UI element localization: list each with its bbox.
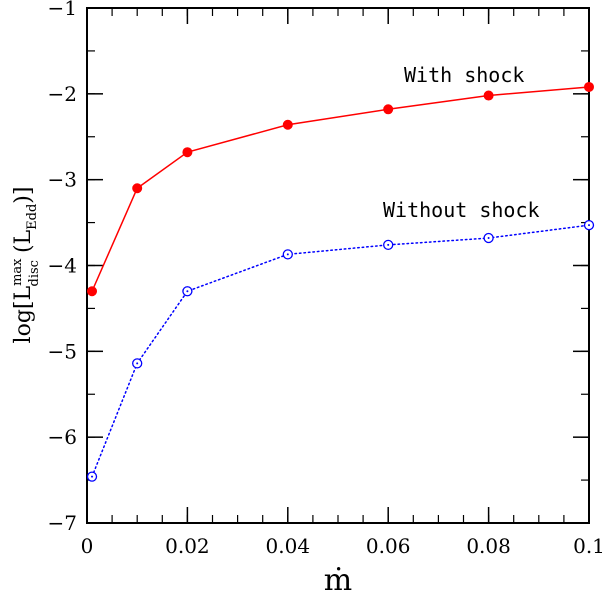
series-line [91,86,590,292]
series-line [91,224,590,478]
data-point-dot [387,243,390,246]
data-point [132,183,143,194]
data-point [182,147,193,158]
data-point-dot [186,290,189,293]
y-label-sub: disc [27,260,42,286]
data-point [483,232,494,244]
data-point [282,119,293,130]
data-point [87,286,98,297]
data-point [583,220,595,231]
x-tick-label: 0.06 [366,534,411,558]
data-point [86,471,98,482]
data-point-dot [136,362,139,365]
y-tick-label: −4 [48,254,77,278]
x-tick-label: 0.08 [466,534,511,558]
y-label-prefix: log[ [11,301,36,344]
y-label-unit-sub: Edd [25,204,40,230]
y-label-sup: max [10,258,25,286]
y-tick-label: −6 [48,425,77,449]
data-point [182,286,193,297]
y-axis-label: log[Lmax disc (LEdd)] [10,187,42,344]
y-tick-label: −1 [48,0,77,20]
y-label-main: L [11,286,36,301]
data-point-dot [91,475,94,478]
data-point-dot [588,224,590,227]
annotation-without-shock: Without shock [383,198,540,222]
x-tick-label: 0.04 [266,534,311,558]
annotation-with-shock: With shock [404,63,524,87]
data-point [282,249,293,260]
data-point-dot [487,237,490,240]
x-tick-label: 0 [81,534,94,558]
data-point-dot [286,253,289,256]
y-tick-label: −2 [48,82,77,106]
data-point [132,358,143,369]
data-point [584,81,594,92]
y-label-close: )] [11,187,36,204]
x-tick-label: 0.1 [573,534,605,558]
y-tick-label: −5 [48,339,77,363]
axis-ticks: 0 0.02 0.04 0.06 0.08 0.1 −7 −6 −5 −4 −3 −2 −1 [48,0,605,558]
data-point [383,239,394,251]
series-1 [86,220,595,482]
series-0 [87,81,594,297]
y-tick-label: −3 [48,168,77,192]
x-tick-label: 0.02 [165,534,210,558]
series-layer [86,81,595,482]
y-tick-label: −7 [48,511,77,535]
data-point [483,90,494,101]
y-label-open: (L [11,229,36,260]
data-point [383,104,394,115]
x-axis-label: ṁ [324,563,352,594]
